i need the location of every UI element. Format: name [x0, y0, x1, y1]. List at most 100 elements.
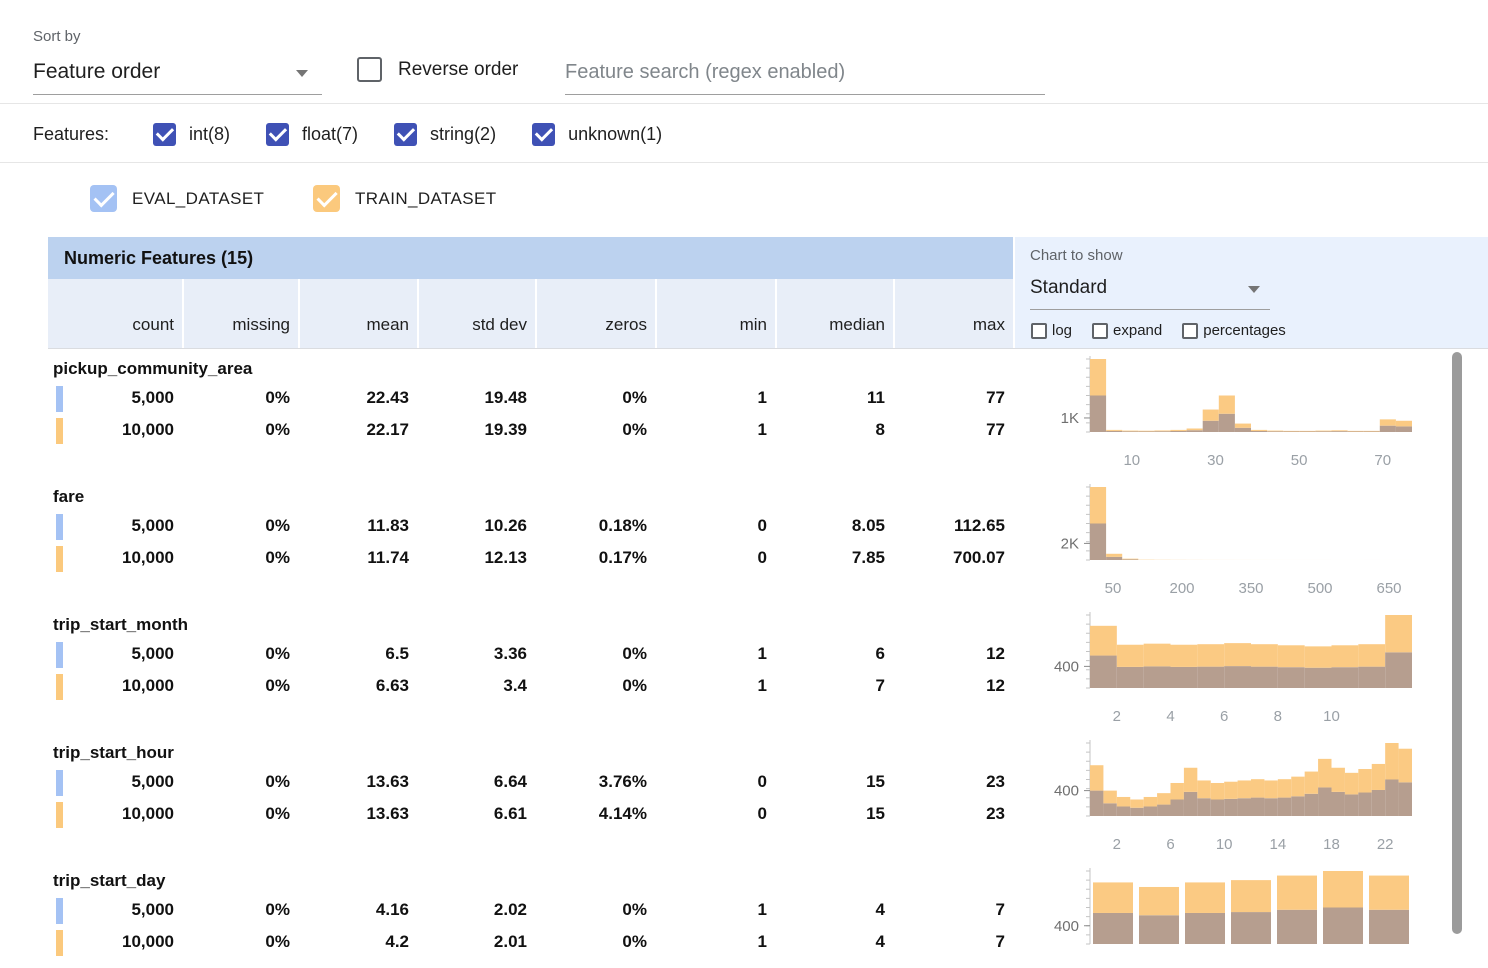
sort-by-dropdown[interactable]: Feature order [33, 52, 322, 95]
feature-type-filter-label: unknown(1) [568, 123, 663, 144]
chart-option-toggle[interactable]: percentages [1182, 322, 1286, 339]
svg-text:50: 50 [1291, 452, 1308, 469]
unchecked-checkbox-icon[interactable] [1031, 322, 1047, 339]
stat-max: 12 [986, 676, 1005, 695]
feature-type-filter-label: int(8) [189, 123, 231, 144]
stat-min: 0 [757, 516, 767, 535]
svg-text:650: 650 [1376, 580, 1401, 597]
stat-missing: 0% [265, 772, 290, 791]
feature-type-filters: int(8) float(7) string(2) unknown(1) [153, 105, 662, 163]
stat-mean: 13.63 [366, 772, 409, 791]
stat-missing: 0% [265, 548, 290, 567]
svg-text:200: 200 [1169, 580, 1194, 597]
unchecked-checkbox-icon[interactable] [1092, 322, 1109, 339]
stat-max: 7 [995, 900, 1005, 919]
histogram-chart: 400 2 6 10 14 18 22 [1054, 740, 1412, 853]
svg-text:400: 400 [1054, 783, 1079, 800]
checked-checkbox-icon[interactable] [266, 122, 290, 146]
eval-stats-row: 5,000 0% 22.43 19.48 0% 1 11 77 [48, 383, 1013, 415]
eval-stats-row: 5,000 0% 4.16 2.02 0% 1 4 7 [48, 895, 1013, 927]
train-stats-row: 10,000 0% 11.74 12.13 0.17% 0 7.85 700.0… [48, 543, 1013, 575]
sort-by-selected-value: Feature order [33, 60, 161, 83]
stat-zeros: 3.76% [598, 772, 647, 791]
feature-type-filter-label: float(7) [302, 123, 359, 144]
chart-type-selected-value: Standard [1030, 277, 1108, 298]
stat-zeros: 0% [622, 644, 647, 663]
stat-max: 23 [986, 772, 1005, 791]
stat-min: 1 [757, 388, 767, 407]
stat-missing: 0% [265, 516, 290, 535]
column-header-count: count [48, 279, 182, 348]
train-dataset-checkbox[interactable] [313, 185, 340, 212]
reverse-order-checkbox[interactable] [357, 57, 382, 82]
stat-max: 7 [995, 932, 1005, 951]
feature-charts-column: 1K 10 30 50 70 2K 50 200 350 500 650 400 2 4 6 8 10 400 2 6… [1015, 349, 1488, 968]
stat-mean: 4.16 [375, 900, 409, 919]
feature-type-filter[interactable]: int(8) [153, 122, 231, 146]
stat-min: 0 [757, 548, 767, 567]
stat-median: 11 [867, 388, 885, 407]
chart-option-label: percentages [1203, 322, 1286, 339]
numeric-features-panel: Numeric Features (15) count missing mean st… [48, 237, 1488, 968]
vertical-scrollbar-thumb[interactable] [1452, 352, 1462, 934]
stat-min: 1 [757, 932, 767, 951]
stat-zeros: 0.17% [598, 548, 647, 567]
feature-name: trip_start_hour [53, 743, 174, 762]
stat-stddev: 3.4 [503, 676, 527, 695]
checked-checkbox-icon[interactable] [532, 122, 556, 146]
svg-text:70: 70 [1374, 452, 1391, 469]
svg-text:2: 2 [1113, 836, 1121, 853]
column-header-median: median [777, 279, 893, 348]
svg-text:400: 400 [1054, 918, 1079, 935]
svg-text:400: 400 [1054, 658, 1079, 675]
chart-option-label: log [1052, 322, 1073, 339]
eval-dataset-checkbox[interactable] [90, 185, 117, 212]
checked-checkbox-icon[interactable] [153, 122, 176, 146]
svg-text:10: 10 [1216, 836, 1233, 853]
feature-search-input[interactable] [565, 52, 1045, 92]
feature-row-group: trip_start_hour 5,000 0% 13.63 6.64 3.76… [48, 733, 1013, 861]
train-dataset-toggle[interactable]: TRAIN_DATASET [313, 185, 497, 212]
column-header-missing: missing [184, 279, 298, 348]
stat-mean: 4.2 [385, 932, 409, 951]
feature-type-filter[interactable]: unknown(1) [532, 122, 663, 146]
chart-type-dropdown[interactable]: Standard [1030, 270, 1270, 310]
stat-mean: 11.83 [367, 516, 409, 535]
stat-zeros: 0% [622, 420, 647, 439]
stat-min: 1 [757, 900, 767, 919]
feature-type-filter[interactable]: string(2) [394, 122, 496, 146]
feature-type-filter[interactable]: float(7) [266, 122, 359, 146]
chart-option-toggle[interactable]: log [1031, 322, 1072, 339]
stat-min: 0 [757, 772, 767, 791]
chart-option-toggles: log expand percentages [1031, 322, 1286, 339]
chart-option-toggle[interactable]: expand [1092, 322, 1162, 339]
stat-mean: 6.63 [375, 676, 409, 695]
train-dataset-marker [56, 546, 63, 572]
histogram-chart: 1K 10 30 50 70 [1061, 356, 1412, 469]
stat-zeros: 0% [622, 676, 647, 695]
stat-max: 12 [986, 644, 1005, 663]
unchecked-checkbox-icon[interactable] [1182, 322, 1199, 339]
feature-search [565, 52, 1045, 95]
eval-dataset-toggle[interactable]: EVAL_DATASET [90, 185, 264, 212]
stat-zeros: 0% [622, 932, 647, 951]
chart-to-show-label: Chart to show [1030, 247, 1123, 264]
stat-median: 4 [875, 900, 885, 919]
stat-zeros: 0% [622, 388, 647, 407]
feature-row-group: pickup_community_area 5,000 0% 22.43 19.… [48, 349, 1013, 477]
stat-stddev: 12.13 [484, 548, 527, 567]
stat-mean: 6.5 [385, 644, 409, 663]
checked-checkbox-icon[interactable] [394, 122, 418, 146]
stat-min: 1 [757, 676, 767, 695]
eval-stats-row: 5,000 0% 13.63 6.64 3.76% 0 15 23 [48, 767, 1013, 799]
column-header-mean: mean [300, 279, 417, 348]
histogram-trip_start_hour: 400 2 6 10 14 18 22 [1015, 733, 1488, 861]
train-dataset-marker [56, 418, 63, 444]
stat-min: 1 [757, 420, 767, 439]
train-stats-row: 10,000 0% 13.63 6.61 4.14% 0 15 23 [48, 799, 1013, 831]
histogram-pickup_community_area: 1K 10 30 50 70 [1015, 349, 1488, 477]
stat-median: 7.85 [851, 548, 885, 567]
dropdown-arrow-icon [296, 70, 308, 77]
eval-dataset-marker [56, 770, 63, 796]
eval-dataset-marker [56, 386, 63, 412]
